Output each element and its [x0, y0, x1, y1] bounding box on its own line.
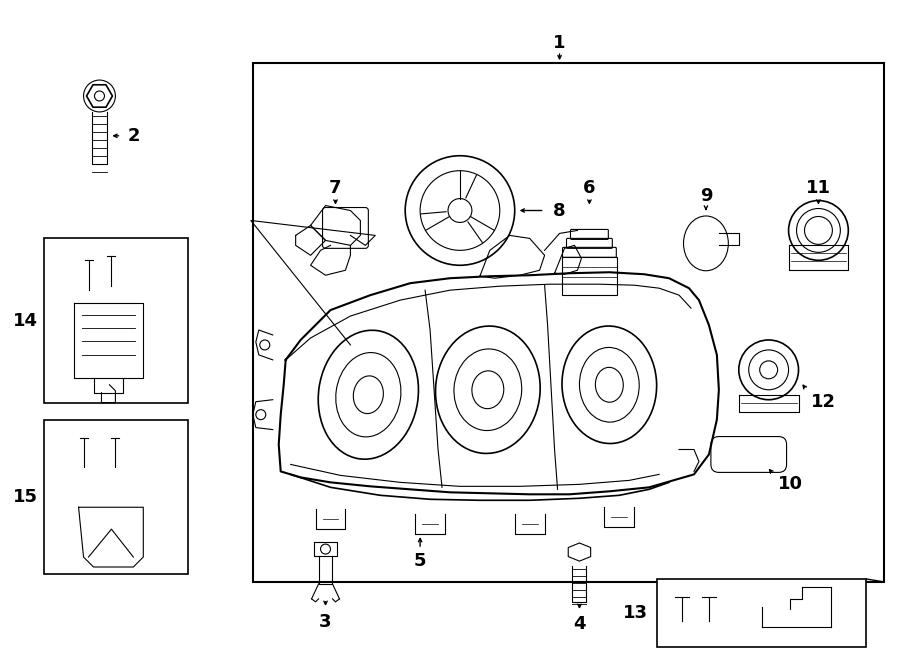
Text: 13: 13	[623, 603, 648, 622]
Text: 12: 12	[811, 393, 836, 410]
Text: 2: 2	[128, 127, 140, 145]
Text: 6: 6	[583, 178, 596, 196]
Text: 10: 10	[778, 475, 803, 493]
Text: 7: 7	[329, 178, 342, 196]
Text: 4: 4	[573, 615, 586, 633]
Text: 1: 1	[554, 34, 566, 52]
Text: 5: 5	[414, 552, 427, 570]
Text: 14: 14	[14, 311, 39, 330]
Text: 9: 9	[699, 186, 712, 204]
Bar	[562, 257, 617, 295]
Bar	[253, 63, 884, 582]
Text: 15: 15	[14, 488, 39, 506]
Bar	[44, 420, 188, 574]
Bar	[657, 579, 866, 646]
Bar	[44, 239, 188, 403]
Text: 8: 8	[554, 202, 566, 219]
Text: 11: 11	[806, 178, 831, 196]
Text: 3: 3	[320, 613, 332, 631]
